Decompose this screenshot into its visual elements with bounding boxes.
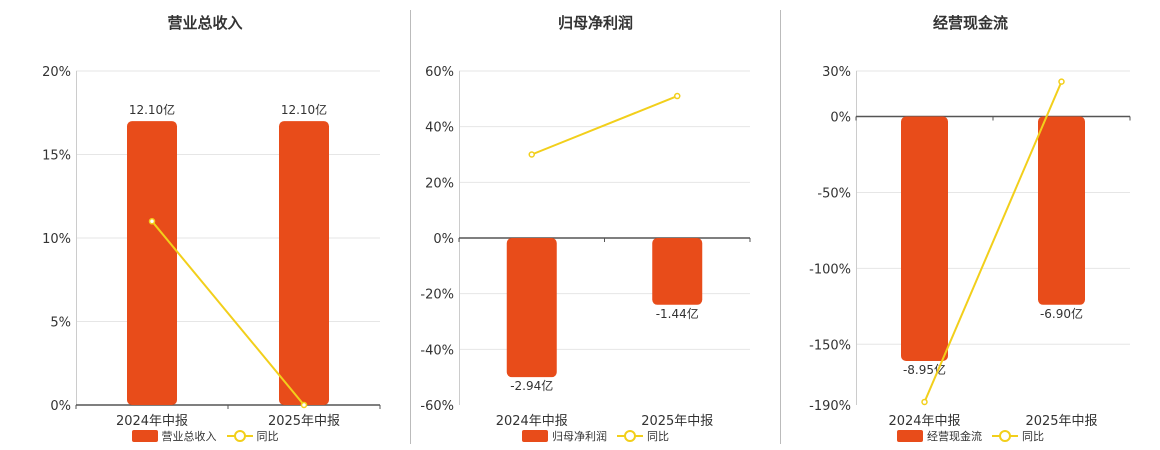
- bar-legend-swatch[interactable]: [897, 430, 923, 442]
- net-profit-panel: 归母净利润 -60% -40% -20% 0% 20% 40% 60% 2024年中报 2025…: [411, 0, 780, 450]
- line-legend-label[interactable]: 同比: [256, 430, 279, 443]
- bar-value-label: -6.90亿: [1040, 306, 1083, 321]
- panel-divider: [780, 10, 781, 444]
- y-tick-label: 0%: [433, 232, 454, 247]
- line-legend-swatch[interactable]: [226, 430, 253, 442]
- yoy-point[interactable]: [528, 151, 535, 158]
- y-tick-label: 60%: [425, 65, 454, 80]
- yoy-line: [531, 95, 678, 156]
- chart-title: 归母净利润: [557, 14, 633, 32]
- bar-legend-label[interactable]: 营业总收入: [161, 430, 217, 443]
- revenue-panel: 营业总收入 0% 5% 10% 15% 20% 2024年中报 2025年中报 12.10亿 1…: [0, 0, 410, 450]
- net-profit-chart: -60% -40% -20% 0% 20% 40% 60% 2024年中报 2025年中报 -2.…: [420, 65, 751, 429]
- bar[interactable]: [279, 121, 329, 405]
- bar-legend-swatch[interactable]: [131, 430, 158, 442]
- bar[interactable]: [901, 116, 948, 361]
- y-tick-label: 30%: [822, 65, 851, 80]
- x-tick-label: 2024年中报: [496, 414, 568, 429]
- y-tick-label: -20%: [420, 288, 454, 303]
- y-tick-label: 5%: [50, 316, 71, 331]
- bar[interactable]: [127, 121, 177, 405]
- x-tick-label: 2024年中报: [888, 414, 960, 429]
- y-tick-label: 20%: [425, 176, 454, 191]
- line-legend-label[interactable]: 同比: [647, 430, 669, 443]
- bar-value-label: -1.44亿: [656, 306, 699, 321]
- bar-legend-label[interactable]: 经营现金流: [927, 430, 982, 443]
- x-tick-label: 2025年中报: [268, 414, 340, 429]
- y-tick-label: -150%: [809, 338, 851, 353]
- x-tick-label: 2025年中报: [1025, 414, 1097, 429]
- line-legend-label[interactable]: 同比: [1022, 430, 1044, 443]
- y-tick-label: 40%: [425, 121, 454, 136]
- yoy-point[interactable]: [300, 401, 308, 409]
- yoy-point[interactable]: [921, 398, 928, 406]
- y-tick-label: -190%: [809, 399, 851, 414]
- line-legend-swatch[interactable]: [992, 430, 1018, 442]
- y-tick-label: -40%: [420, 343, 454, 358]
- x-tick-label: 2025年中报: [641, 414, 713, 429]
- y-tick-label: 15%: [42, 149, 71, 164]
- yoy-point[interactable]: [1058, 78, 1065, 85]
- yoy-line: [151, 220, 305, 406]
- x-tick-label: 2024年中报: [116, 414, 188, 429]
- bar-value-label: -8.95亿: [903, 362, 946, 377]
- chart-legend: 经营现金流 同比: [781, 428, 1160, 444]
- chart-legend: 营业总收入 同比: [0, 428, 410, 444]
- revenue-chart: 0% 5% 10% 15% 20% 2024年中报 2025年中报 12.10亿 12.10亿: [42, 65, 381, 429]
- bar[interactable]: [1038, 116, 1085, 305]
- y-tick-label: -100%: [809, 262, 851, 277]
- y-tick-label: 0%: [830, 111, 851, 126]
- bar-legend-swatch[interactable]: [522, 430, 548, 442]
- bar-value-label: 12.10亿: [129, 102, 175, 117]
- y-tick-label: -50%: [817, 186, 851, 201]
- bar[interactable]: [652, 238, 703, 305]
- chart-title: 经营现金流: [932, 14, 1008, 32]
- y-tick-label: -60%: [420, 399, 454, 414]
- yoy-line: [923, 81, 1063, 403]
- y-tick-label: 0%: [50, 399, 71, 414]
- bar-value-label: 12.10亿: [281, 102, 327, 117]
- bar[interactable]: [506, 238, 557, 378]
- line-legend-swatch[interactable]: [617, 430, 643, 442]
- bar-value-label: -2.94亿: [510, 378, 553, 393]
- chart-legend: 归母净利润 同比: [411, 428, 780, 444]
- yoy-point[interactable]: [148, 218, 156, 225]
- panel-divider: [410, 10, 411, 444]
- chart-title: 营业总收入: [167, 14, 243, 32]
- bar-legend-label[interactable]: 归母净利润: [552, 430, 607, 443]
- y-tick-label: 10%: [42, 232, 71, 247]
- operating-cashflow-chart: -190% -150% -100% -50% 0% 30% 2024年中报 2025年中报 -8…: [809, 65, 1131, 429]
- yoy-point[interactable]: [674, 92, 681, 100]
- operating-cashflow-panel: 经营现金流 -190% -150% -100% -50% 0% 30% 2024年中报 202…: [781, 0, 1160, 450]
- y-tick-label: 20%: [42, 65, 71, 80]
